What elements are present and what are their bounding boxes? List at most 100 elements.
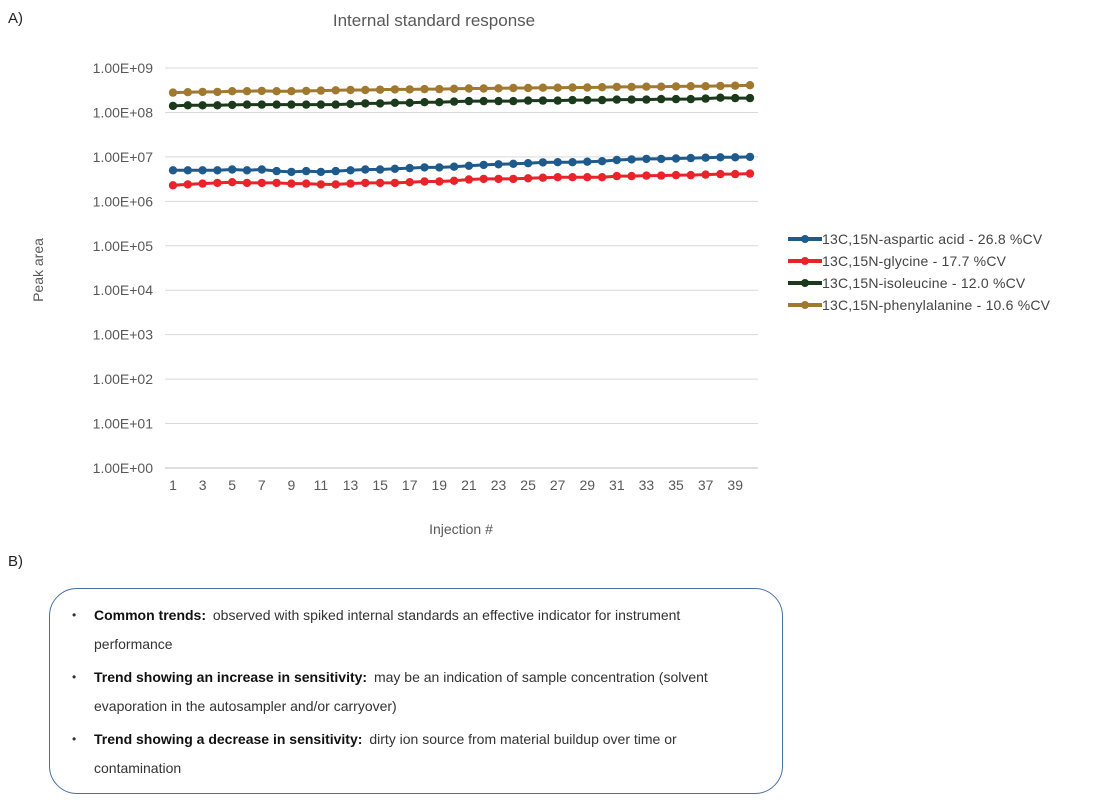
data-point [731,153,740,162]
series-1 [168,152,755,177]
x-tick-label: 25 [520,477,536,493]
data-point [375,85,385,94]
bullet-icon: • [72,670,77,684]
data-point [302,166,311,176]
data-point [612,82,621,92]
data-point [494,160,503,169]
data-point [257,100,266,109]
data-point [272,100,281,109]
data-point [671,154,681,163]
data-point [731,81,740,90]
data-point [213,166,222,175]
data-point [390,85,400,94]
data-point [627,171,636,181]
x-tick-label: 33 [639,477,655,493]
data-point [716,153,725,162]
data-point [568,158,577,167]
data-point [331,166,340,176]
data-point [568,83,577,92]
data-point [464,175,474,184]
note-heading: Trend showing an increase in sensitivity… [94,669,368,685]
data-point [361,99,370,108]
x-tick-label: 23 [491,477,507,493]
data-point [509,174,518,184]
note-content: Common trends: observed with spiked inte… [94,601,762,659]
data-point [257,165,266,174]
data-point [405,178,414,187]
note-item: • Common trends: observed with spiked in… [72,601,762,659]
x-tick-label: 39 [727,477,743,493]
data-point [435,98,444,107]
data-point [627,155,636,164]
x-tick-label: 15 [372,477,388,493]
data-point [287,179,296,188]
data-point [538,83,548,92]
data-point [183,88,192,97]
series-3 [168,93,755,111]
x-tick-label: 31 [609,477,625,493]
data-point [494,84,503,93]
y-tick-label: 1.00E+02 [93,371,154,387]
legend-swatch-phenylalanine [788,298,822,312]
data-point [361,178,370,188]
data-point [316,100,326,109]
data-point [479,160,488,170]
data-point [449,176,459,185]
data-point [701,94,710,103]
data-point [331,100,340,109]
x-tick-labels: 1 3 5 7 9 11 13 15 17 19 21 23 25 27 29 31 33 35 37 39 [169,477,743,493]
data-point [302,100,311,109]
x-tick-label: 7 [258,477,266,493]
data-point [302,86,311,96]
legend-item-glycine: 13C,15N-glycine - 17.7 %CV [788,250,1050,272]
chart-title: Internal standard response [333,11,535,30]
data-point [612,171,621,181]
legend-swatch-isoleucine [788,276,822,290]
data-point [435,163,444,172]
data-point [346,99,355,109]
data-point [657,171,666,180]
data-point [568,173,577,182]
data-point [686,82,695,91]
data-point [745,169,755,178]
data-point [523,96,533,105]
data-point [213,87,222,97]
x-axis-title: Injection # [429,521,493,537]
data-point [553,83,562,92]
data-point [405,98,414,108]
note-heading: Trend showing a decrease in sensitivity: [94,731,363,747]
data-point [642,95,651,104]
note-item: • Trend showing a decrease in sensitivit… [72,725,762,783]
notes-box: • Common trends: observed with spiked in… [49,588,783,794]
data-point [287,100,296,109]
data-point [183,101,192,110]
legend-swatch-aspartic-acid [788,232,822,246]
bullet-icon: • [72,732,77,746]
data-point [302,179,311,188]
y-tick-labels: 1.00E+00 1.00E+01 1.00E+02 1.00E+03 1.00E+04… [93,60,154,476]
data-point [464,161,474,170]
data-point [538,158,548,167]
data-series [168,81,755,190]
data-point [183,180,192,189]
data-point [198,101,207,110]
y-tick-label: 1.00E+03 [93,327,154,343]
note-item: • Trend showing an increase in sensitivi… [72,663,762,721]
data-point [731,169,740,179]
data-point [168,166,178,175]
data-point [168,88,178,97]
bullet-icon: • [72,608,77,622]
data-point [686,153,695,163]
series-line [173,155,751,174]
x-tick-label: 27 [550,477,566,493]
data-point [716,93,725,102]
y-tick-label: 1.00E+06 [93,193,154,209]
data-point [316,86,326,95]
data-point [213,101,222,110]
data-point [420,163,429,172]
data-point [701,82,710,91]
legend-item-phenylalanine: 13C,15N-phenylalanine - 10.6 %CV [788,294,1050,316]
data-point [420,84,429,94]
data-point [361,165,370,174]
data-point [701,153,710,162]
